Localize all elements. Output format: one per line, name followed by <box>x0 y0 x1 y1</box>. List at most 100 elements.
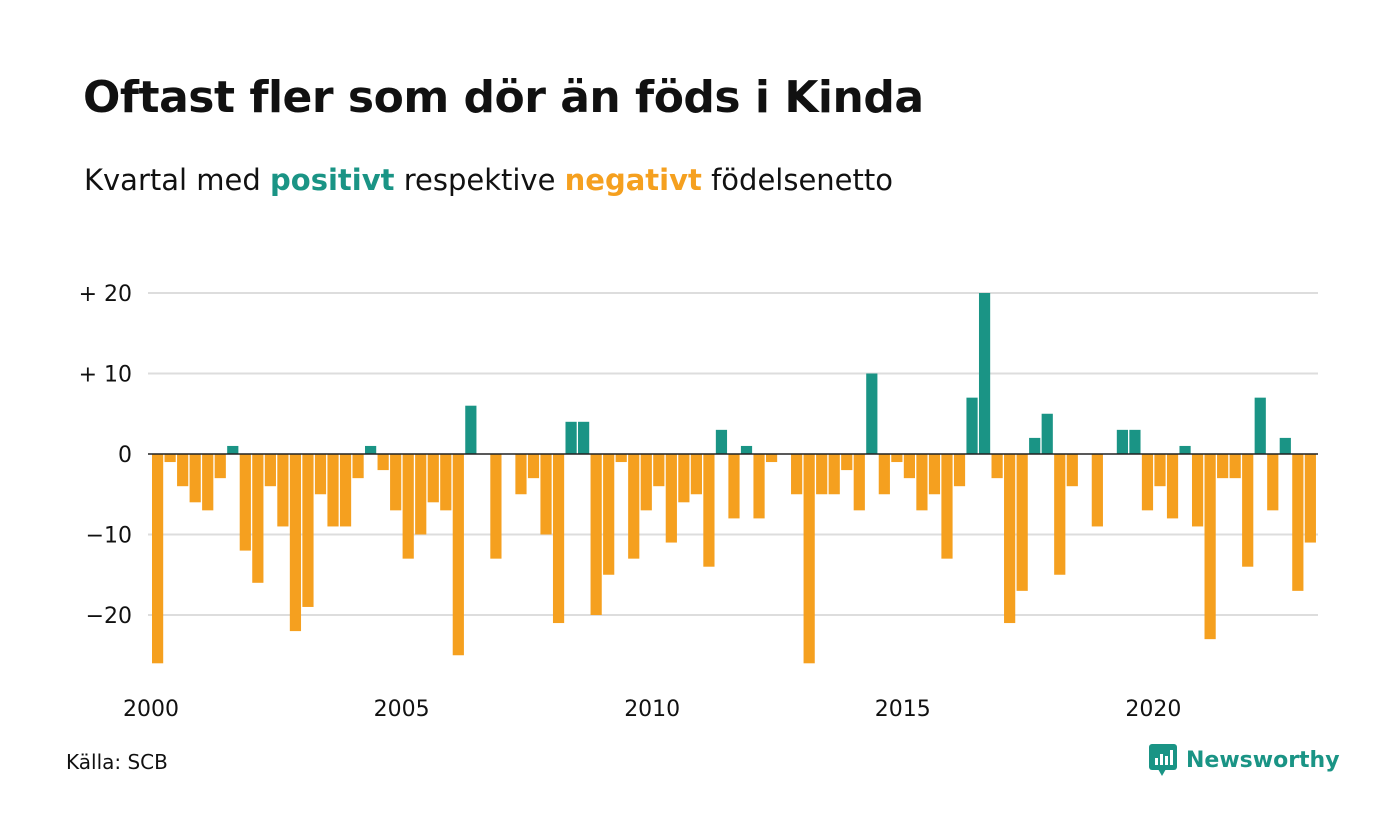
y-tick-label: −10 <box>86 524 132 549</box>
bar-negative <box>277 454 289 527</box>
bar-positive <box>565 421 577 454</box>
bar-negative <box>352 454 364 479</box>
x-tick-label: 2010 <box>624 697 680 722</box>
bar-negative <box>690 454 702 495</box>
bar-negative <box>264 454 276 487</box>
bar-negative <box>853 454 865 511</box>
bar-negative <box>765 454 778 463</box>
subtitle-text-before: Kvartal med <box>84 163 271 197</box>
bar-negative <box>1141 454 1154 511</box>
bar-negative <box>728 454 740 519</box>
bar-negative <box>214 454 226 479</box>
bar-negative <box>490 454 502 559</box>
bar-positive <box>1116 429 1129 454</box>
bar-negative <box>239 454 251 551</box>
subtitle-text-after: födelsenetto <box>701 163 893 197</box>
x-tick-label: 2005 <box>374 697 430 722</box>
bar-negative <box>440 454 452 511</box>
bar-negative <box>1292 454 1304 591</box>
bar-positive <box>227 445 239 454</box>
bar-negative <box>615 454 627 463</box>
bar-negative <box>152 454 164 664</box>
bar-negative <box>1229 454 1241 479</box>
x-tick-label: 2020 <box>1125 697 1181 722</box>
bar-negative <box>1191 454 1204 527</box>
bar-negative <box>1267 454 1279 511</box>
bar-negative <box>1091 454 1103 527</box>
bars <box>152 293 1316 664</box>
bar-negative <box>640 454 652 511</box>
bar-negative <box>753 454 765 519</box>
bar-negative <box>177 454 189 487</box>
bar-negative <box>515 454 527 495</box>
bar-negative <box>189 454 201 503</box>
bar-positive <box>1029 437 1041 454</box>
bar-negative <box>991 454 1003 479</box>
brand-logo: Newsworthy <box>1148 743 1340 777</box>
source-note: Källa: SCB <box>66 750 168 774</box>
bar-negative <box>252 454 264 583</box>
bar-negative <box>527 454 540 479</box>
brand-name: Newsworthy <box>1186 747 1340 773</box>
bar-negative <box>402 454 414 559</box>
bar-negative <box>327 454 339 527</box>
y-tick-label: + 20 <box>79 282 132 307</box>
bar-positive <box>866 373 878 454</box>
bar-negative <box>816 454 828 495</box>
bar-negative <box>841 454 853 471</box>
bar-negative <box>603 454 615 575</box>
bar-negative <box>665 454 677 543</box>
bar-negative <box>1166 454 1179 519</box>
bar-positive <box>365 445 377 454</box>
bar-positive <box>1279 437 1291 454</box>
bar-negative <box>953 454 966 487</box>
bar-negative <box>415 454 427 535</box>
bar-negative <box>878 454 890 495</box>
bar-negative <box>1154 454 1166 487</box>
bar-positive <box>1041 413 1053 454</box>
bar-negative <box>1217 454 1229 479</box>
bar-negative <box>891 454 903 463</box>
bar-negative <box>452 454 464 656</box>
bar-negative <box>540 454 552 535</box>
bar-negative <box>427 454 439 503</box>
bar-negative <box>903 454 915 479</box>
bar-negative <box>703 454 715 567</box>
bar-negative <box>1204 454 1216 640</box>
bar-negative <box>202 454 214 511</box>
bar-negative <box>1304 454 1316 543</box>
bar-negative <box>339 454 352 527</box>
bar-negative <box>1242 454 1254 567</box>
bar-positive <box>1129 429 1141 454</box>
subtitle-positive-label: positivt <box>270 163 395 197</box>
bar-positive <box>966 397 978 454</box>
bar-negative <box>302 454 314 607</box>
bar-positive <box>715 429 728 454</box>
newsworthy-logo-icon <box>1149 744 1177 776</box>
bar-negative <box>653 454 665 487</box>
bar-positive <box>578 421 590 454</box>
chart-subtitle: Kvartal med positivt respektive negativt… <box>84 163 893 197</box>
y-tick-label: 0 <box>118 443 132 468</box>
bar-negative <box>377 454 389 471</box>
bar-negative <box>314 454 327 495</box>
bar-positive <box>740 445 753 454</box>
y-tick-label: −20 <box>86 604 132 629</box>
bar-negative <box>1016 454 1028 591</box>
bar-negative <box>552 454 565 624</box>
bar-negative <box>164 454 176 463</box>
bar-positive <box>1254 397 1266 454</box>
chart-title: Oftast fler som dör än föds i Kinda <box>83 72 924 123</box>
bar-negative <box>628 454 640 559</box>
y-axis-ticks: + 20 + 10 0 −10 −20 <box>79 282 132 629</box>
bar-negative <box>1004 454 1016 624</box>
bar-negative <box>289 454 302 632</box>
bar-negative <box>390 454 402 511</box>
subtitle-text-middle: respektive <box>394 163 565 197</box>
bar-negative <box>828 454 840 495</box>
bar-positive <box>1179 445 1191 454</box>
bar-negative <box>1054 454 1066 575</box>
bar-positive <box>978 293 991 454</box>
x-tick-label: 2015 <box>875 697 931 722</box>
